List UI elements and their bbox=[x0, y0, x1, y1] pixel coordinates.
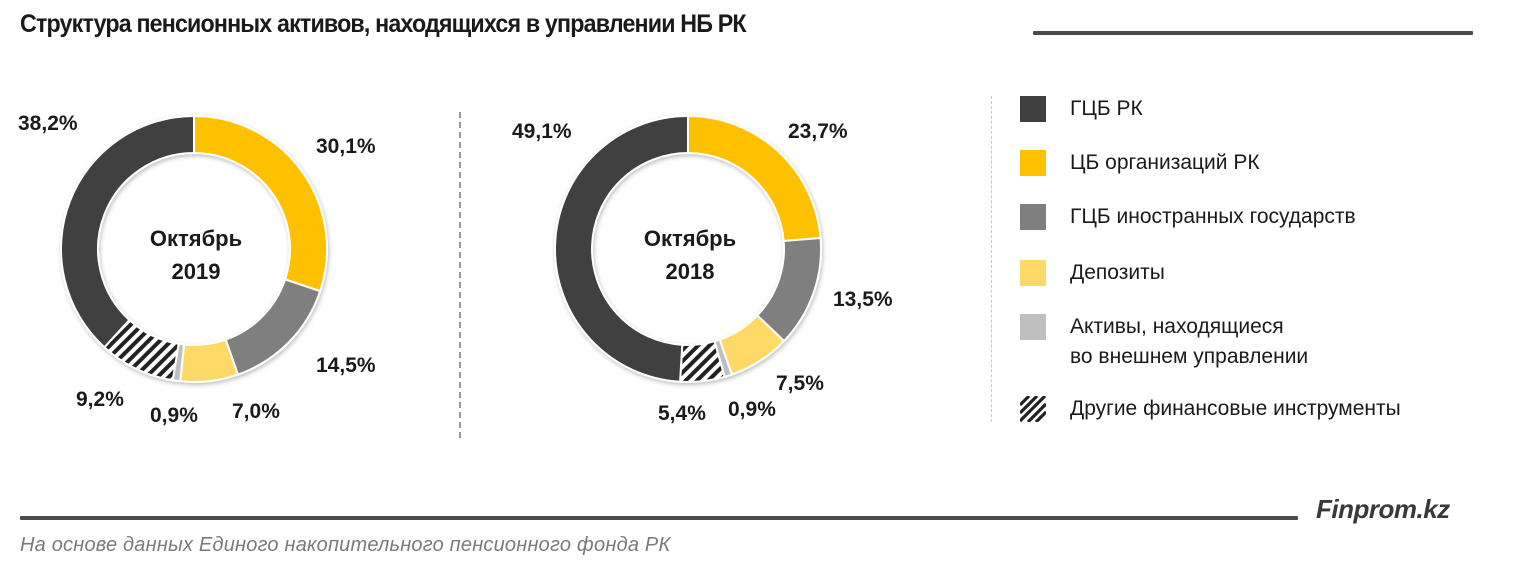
legend-divider bbox=[991, 96, 992, 422]
value-label-deposits: 7,5% bbox=[776, 372, 824, 395]
value-label-cb-org: 30,1% bbox=[316, 135, 376, 158]
value-label-gcb-foreign: 14,5% bbox=[316, 354, 376, 377]
chart-title: Структура пенсионных активов, находящихс… bbox=[20, 10, 747, 38]
legend-label-line2: во внешнем управлении bbox=[1070, 345, 1309, 368]
donut-slice bbox=[553, 114, 689, 383]
value-label-deposits: 7,0% bbox=[232, 400, 280, 423]
title-rule bbox=[1033, 31, 1473, 35]
legend-label: ГЦБ РК bbox=[1070, 97, 1143, 120]
legend-item-other: Другие финансовые инструменты bbox=[1020, 394, 1401, 424]
center-label-line1: Октябрь bbox=[150, 226, 242, 251]
legend-item-external: Активы, находящиеся во внешнем управлени… bbox=[1020, 312, 1308, 372]
legend-item-cb-org: ЦБ организаций РК bbox=[1020, 148, 1260, 178]
value-label-gcb-rk: 38,2% bbox=[18, 112, 78, 135]
donut-slice bbox=[60, 114, 195, 349]
swatch-icon bbox=[1020, 260, 1046, 286]
chart-divider bbox=[459, 112, 461, 438]
hatch-swatch-icon bbox=[1020, 396, 1046, 422]
value-label-other: 9,2% bbox=[76, 388, 124, 411]
legend-item-deposits: Депозиты bbox=[1020, 258, 1165, 288]
value-label-other: 5,4% bbox=[658, 402, 706, 425]
legend-label-line1: Активы, находящиеся bbox=[1070, 315, 1284, 338]
legend-label: Депозиты bbox=[1070, 261, 1165, 284]
legend-label: Активы, находящиеся во внешнем управлени… bbox=[1070, 312, 1308, 372]
donut-october-2019 bbox=[60, 114, 328, 383]
value-label-external: 0,9% bbox=[728, 398, 776, 421]
swatch-icon bbox=[1020, 96, 1046, 122]
legend-item-gcb-foreign: ГЦБ иностранных государств bbox=[1020, 202, 1356, 232]
value-label-gcb-rk: 49,1% bbox=[512, 120, 572, 143]
source-note: На основе данных Единого накопительного … bbox=[20, 534, 671, 556]
footer-rule bbox=[20, 516, 1298, 520]
center-label-line2: 2018 bbox=[666, 259, 715, 284]
donut-slice bbox=[224, 278, 322, 376]
brand-logo: Finprom.kz bbox=[1316, 494, 1450, 524]
legend-label: ЦБ организаций РК bbox=[1070, 151, 1260, 174]
center-label-line2: 2019 bbox=[172, 259, 221, 284]
value-label-external: 0,9% bbox=[150, 404, 198, 427]
swatch-icon bbox=[1020, 150, 1046, 176]
value-label-cb-org: 23,7% bbox=[788, 120, 848, 143]
value-label-gcb-foreign: 13,5% bbox=[833, 288, 893, 311]
center-label-line1: Октябрь bbox=[644, 226, 736, 251]
legend-label: Другие финансовые инструменты bbox=[1070, 397, 1401, 420]
donut-october-2018 bbox=[553, 114, 822, 383]
swatch-icon bbox=[1020, 204, 1046, 230]
legend-item-gcb-rk: ГЦБ РК bbox=[1020, 94, 1143, 124]
swatch-icon bbox=[1020, 314, 1046, 340]
legend-label: ГЦБ иностранных государств bbox=[1070, 205, 1356, 228]
